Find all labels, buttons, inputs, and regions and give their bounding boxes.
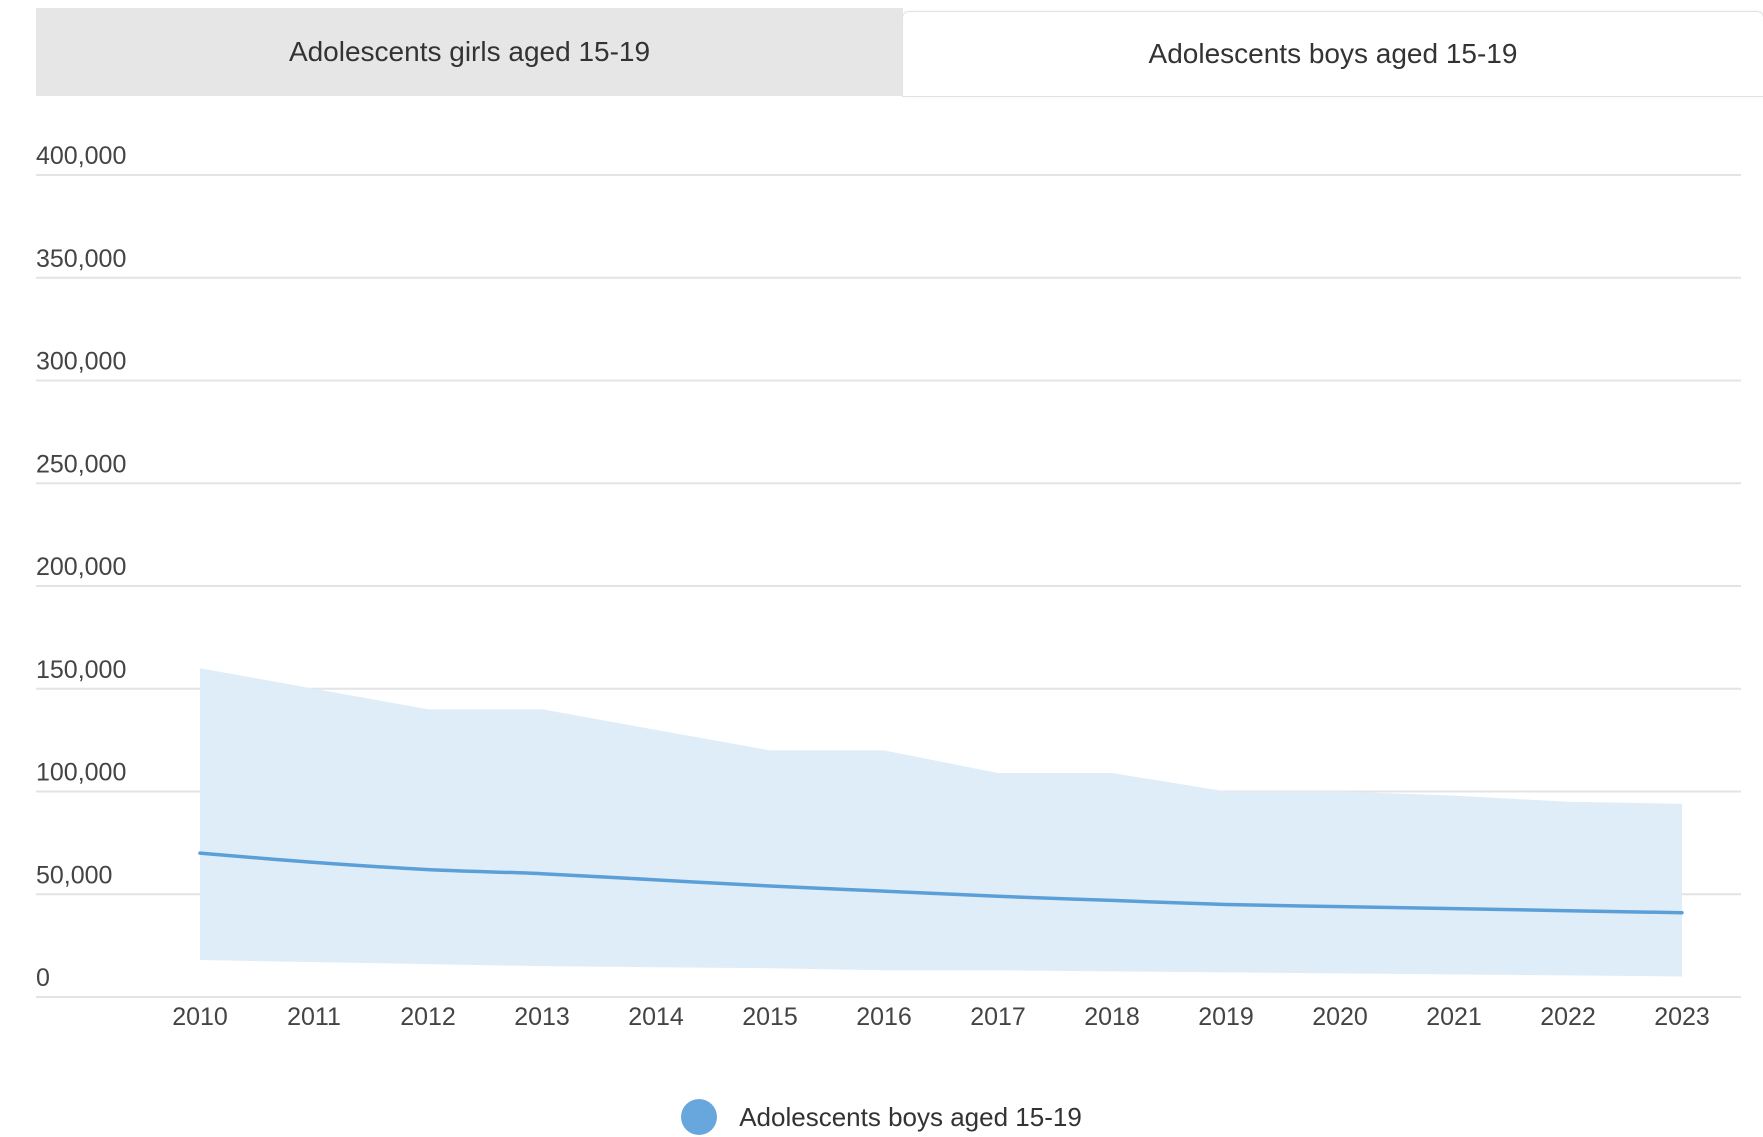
x-tick-label: 2013: [514, 1003, 570, 1031]
x-tick-label: 2020: [1312, 1003, 1368, 1031]
x-tick-label: 2010: [172, 1003, 228, 1031]
x-tick-label: 2019: [1198, 1003, 1254, 1031]
x-tick-label: 2022: [1540, 1003, 1596, 1031]
chart-legend: Adolescents boys aged 15-19: [0, 1097, 1763, 1137]
y-tick-label: 400,000: [36, 142, 126, 170]
x-tick-label: 2015: [742, 1003, 798, 1031]
y-tick-label: 50,000: [36, 861, 112, 889]
x-tick-label: 2023: [1654, 1003, 1710, 1031]
y-tick-label: 300,000: [36, 348, 126, 376]
x-tick-label: 2011: [287, 1003, 341, 1031]
legend-series-label[interactable]: Adolescents boys aged 15-19: [739, 1101, 1082, 1132]
y-tick-label: 100,000: [36, 759, 126, 787]
y-tick-label: 350,000: [36, 245, 126, 273]
x-tick-label: 2021: [1426, 1003, 1482, 1031]
y-tick-label: 0: [36, 964, 50, 992]
x-tick-label: 2017: [970, 1003, 1026, 1031]
y-tick-label: 150,000: [36, 656, 126, 684]
x-tick-label: 2016: [856, 1003, 912, 1031]
tab-bar: Adolescents girls aged 15-19 Adolescents…: [36, 8, 1763, 96]
uncertainty-band: [200, 668, 1682, 977]
x-tick-label: 2014: [628, 1003, 684, 1031]
tab-adolescent-boys[interactable]: Adolescents boys aged 15-19: [903, 12, 1763, 96]
legend-series-marker[interactable]: [681, 1099, 718, 1135]
line-chart: 0 50,000 100,000 150,000 200,000 250,000 300,0…: [36, 142, 1741, 1031]
x-tick-label: 2018: [1084, 1003, 1140, 1031]
y-tick-label: 200,000: [36, 553, 126, 581]
y-tick-label: 250,000: [36, 450, 126, 478]
x-tick-label: 2012: [400, 1003, 456, 1031]
series-line: [198, 851, 1684, 915]
tab-adolescent-girls[interactable]: Adolescents girls aged 15-19: [36, 8, 903, 96]
